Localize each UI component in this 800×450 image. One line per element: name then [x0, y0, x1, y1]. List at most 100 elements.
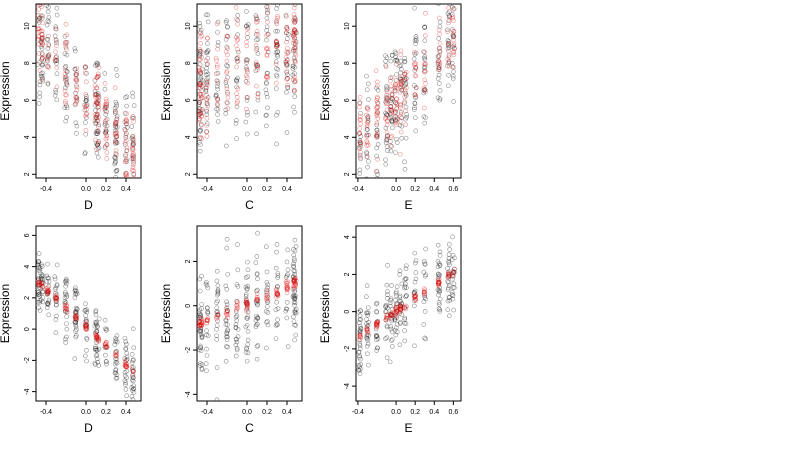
observed-point — [402, 83, 407, 89]
observed-point — [54, 12, 60, 18]
observed-point — [73, 334, 79, 340]
fitted-point — [40, 52, 46, 57]
observed-point — [275, 49, 280, 55]
observed-point — [383, 63, 389, 68]
observed-point — [253, 13, 259, 18]
observed-point — [224, 24, 230, 29]
observed-point — [402, 284, 408, 289]
observed-point — [398, 109, 404, 115]
fitted-point — [283, 30, 289, 36]
fitted-point — [374, 120, 380, 126]
fitted-point — [102, 130, 108, 135]
observed-point — [199, 334, 205, 340]
points-layer — [356, 234, 457, 376]
observed-point — [357, 341, 363, 346]
observed-point — [215, 312, 220, 318]
fitted-point — [451, 18, 456, 23]
observed-point — [112, 155, 118, 160]
observed-point — [393, 290, 399, 296]
observed-point — [399, 136, 404, 141]
observed-point — [403, 76, 409, 81]
fitted-point — [223, 306, 229, 311]
observed-point — [105, 179, 109, 183]
observed-point — [95, 91, 101, 96]
observed-point — [388, 312, 393, 318]
observed-point — [223, 318, 229, 324]
observed-point — [64, 314, 69, 319]
observed-point — [113, 121, 119, 127]
observed-point — [374, 153, 379, 159]
fitted-point — [284, 285, 289, 291]
observed-point — [291, 274, 296, 279]
fitted-point — [124, 174, 130, 178]
fitted-point — [423, 89, 428, 95]
observed-point — [104, 142, 110, 147]
x-axis-title: D — [84, 198, 93, 212]
observed-point — [74, 131, 79, 136]
observed-point — [412, 101, 418, 106]
fitted-point — [365, 329, 371, 335]
observed-point — [104, 117, 110, 122]
observed-point — [374, 301, 379, 307]
fitted-point — [291, 285, 297, 291]
observed-point — [388, 297, 393, 303]
observed-point — [390, 96, 395, 102]
fitted-point — [197, 112, 202, 117]
observed-point — [45, 275, 50, 281]
observed-point — [265, 298, 271, 304]
observed-point — [292, 300, 298, 306]
observed-point — [374, 127, 380, 133]
observed-point — [451, 6, 457, 11]
fitted-point — [437, 280, 442, 285]
fitted-point — [393, 310, 399, 316]
observed-point — [197, 116, 202, 121]
fitted-point — [73, 94, 79, 100]
fitted-point — [436, 282, 442, 288]
observed-point — [445, 307, 451, 312]
fitted-point — [285, 82, 290, 88]
observed-point — [215, 39, 221, 45]
fitted-point — [404, 303, 409, 309]
observed-point — [54, 40, 59, 46]
fitted-point — [38, 283, 44, 288]
fitted-point — [233, 34, 239, 40]
observed-point — [204, 282, 210, 288]
observed-point — [93, 362, 98, 367]
observed-point — [96, 94, 102, 100]
observed-point — [213, 92, 219, 98]
observed-point — [394, 315, 399, 321]
fitted-point — [389, 108, 395, 114]
fitted-point — [392, 120, 398, 126]
fitted-point — [274, 286, 280, 292]
observed-point — [357, 327, 363, 333]
observed-point — [263, 113, 269, 118]
fitted-point — [254, 19, 259, 25]
observed-point — [290, 63, 296, 69]
observed-point — [403, 276, 409, 282]
fitted-point — [285, 279, 291, 285]
fitted-point — [204, 320, 210, 326]
observed-point — [205, 333, 211, 338]
observed-point — [235, 32, 240, 37]
observed-point — [292, 289, 298, 295]
fitted-point — [132, 190, 136, 194]
observed-point — [198, 142, 203, 147]
observed-point — [412, 100, 418, 106]
observed-point — [291, 299, 297, 305]
observed-point — [45, 289, 51, 295]
observed-point — [397, 122, 403, 128]
fitted-point — [130, 162, 136, 167]
observed-point — [385, 305, 390, 311]
fitted-point — [446, 42, 451, 47]
observed-point — [64, 103, 69, 109]
fitted-point — [388, 83, 394, 89]
observed-point — [402, 320, 408, 326]
observed-point — [399, 123, 405, 129]
observed-point — [392, 317, 398, 322]
observed-point — [84, 322, 89, 328]
observed-point — [46, 19, 52, 25]
observed-point — [93, 115, 99, 120]
fitted-point — [54, 26, 59, 32]
fitted-point — [385, 118, 390, 124]
observed-point — [292, 79, 297, 85]
